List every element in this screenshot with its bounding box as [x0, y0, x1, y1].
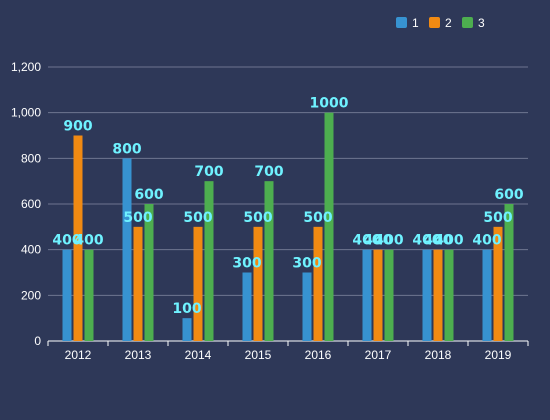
y-tick-label: 600 [21, 197, 41, 211]
legend-label: 3 [478, 16, 485, 30]
bar-series-3-2018 [444, 249, 454, 341]
x-tick-label: 2012 [65, 348, 92, 362]
data-label: 400 [374, 233, 403, 249]
y-tick-label: 1,200 [11, 60, 41, 74]
bar-series-1-2012 [62, 249, 72, 341]
bar-layer [62, 112, 514, 342]
bar-series-3-2016 [324, 112, 334, 342]
bar-series-1-2014 [182, 318, 192, 341]
bar-series-2-2019 [493, 226, 503, 341]
bar-series-2-2015 [253, 226, 263, 341]
bar-series-1-2019 [482, 249, 492, 341]
x-tick-label: 2014 [185, 348, 212, 362]
legend-item-3[interactable]: 3 [462, 16, 485, 30]
y-tick-label: 1,000 [11, 106, 41, 120]
data-label: 500 [483, 210, 512, 226]
data-label: 300 [232, 256, 261, 272]
bar-series-3-2013 [144, 204, 154, 341]
data-label: 1000 [310, 96, 349, 112]
bar-series-2-2012 [73, 135, 83, 341]
data-label: 500 [243, 210, 272, 226]
legend-label: 1 [412, 16, 419, 30]
data-label: 500 [123, 210, 152, 226]
x-tick-label: 2019 [485, 348, 512, 362]
data-label: 300 [292, 256, 321, 272]
data-label: 500 [303, 210, 332, 226]
legend-swatch [429, 17, 440, 28]
data-label: 600 [134, 187, 163, 203]
y-tick-label: 800 [21, 151, 41, 165]
bar-series-2-2018 [433, 249, 443, 341]
data-label: 400 [472, 233, 501, 249]
data-label: 400 [423, 233, 452, 249]
bar-series-1-2015 [242, 272, 252, 341]
bar-series-1-2018 [422, 249, 432, 341]
bar-series-1-2017 [362, 249, 372, 341]
y-tick-label: 0 [34, 334, 41, 348]
data-label: 400 [363, 233, 392, 249]
data-label: 900 [63, 119, 92, 135]
bar-series-2-2013 [133, 226, 143, 341]
bar-series-2-2017 [373, 249, 383, 341]
data-label-layer: 400 900 400 800 500 600 100 500 700 300 500 700 300 5… [52, 96, 523, 317]
bar-series-3-2017 [384, 249, 394, 341]
bar-series-3-2019 [504, 204, 514, 341]
data-label: 400 [434, 233, 463, 249]
bar-series-2-2014 [193, 226, 203, 341]
data-label: 800 [112, 141, 141, 157]
legend-item-1[interactable]: 1 [396, 16, 419, 30]
x-tick-label: 2016 [305, 348, 332, 362]
data-label: 400 [352, 233, 381, 249]
bar-series-1-2016 [302, 272, 312, 341]
data-label: 600 [494, 187, 523, 203]
data-label: 400 [52, 233, 81, 249]
grid-layer [48, 66, 528, 296]
data-label: 700 [254, 164, 283, 180]
legend-swatch [396, 17, 407, 28]
legend-swatch [462, 17, 473, 28]
legend: 1 2 3 [396, 16, 485, 30]
bar-series-3-2012 [84, 249, 94, 341]
x-tick-label: 2015 [245, 348, 272, 362]
legend-item-2[interactable]: 2 [429, 16, 452, 30]
legend-label: 2 [445, 16, 452, 30]
bar-series-3-2014 [204, 181, 214, 341]
x-tick-label: 2017 [365, 348, 392, 362]
bar-series-2-2016 [313, 226, 323, 341]
x-tick-label: 2018 [425, 348, 452, 362]
data-label: 400 [412, 233, 441, 249]
y-tick-label: 400 [21, 243, 41, 257]
data-label: 100 [172, 301, 201, 317]
data-label: 700 [194, 164, 223, 180]
y-tick-label: 200 [21, 288, 41, 302]
x-tick-label: 2013 [125, 348, 152, 362]
data-label: 400 [74, 233, 103, 249]
data-label: 500 [183, 210, 212, 226]
bar-series-3-2015 [264, 181, 274, 341]
bar-series-1-2013 [122, 158, 132, 341]
